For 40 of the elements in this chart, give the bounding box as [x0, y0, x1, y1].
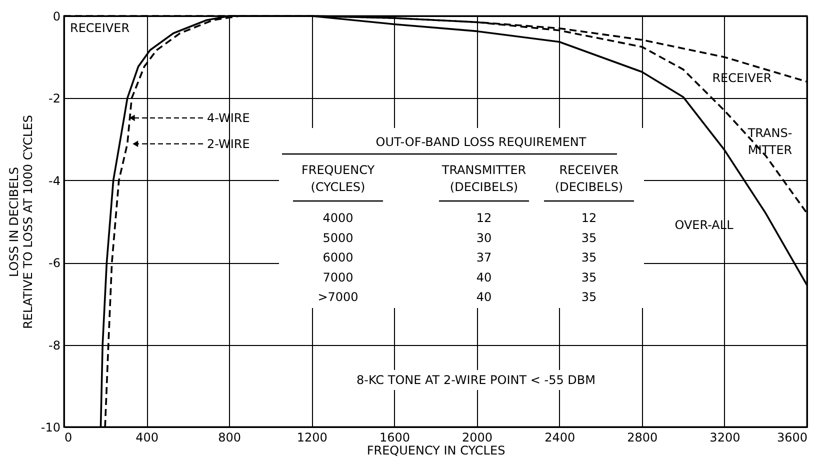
annotation: 37: [476, 250, 492, 265]
annotation: 6000: [322, 250, 354, 265]
x-tick-label: 800: [218, 430, 242, 444]
annotation: 40: [476, 270, 492, 284]
x-tick-label: 2800: [627, 430, 658, 444]
x-tick-label: 1200: [296, 430, 328, 444]
annotation: OUT-OF-BAND LOSS REQUIREMENT: [376, 135, 587, 149]
annotation: 5000: [322, 230, 354, 245]
x-tick-label: 400: [136, 430, 159, 444]
y-tick-label: -10: [40, 420, 60, 434]
y-tick-label: -8: [48, 338, 60, 352]
y-tick-label: -2: [48, 92, 60, 106]
annotation: 12: [581, 211, 597, 225]
annotation: 4000: [322, 211, 354, 225]
x-axis-title: FREQUENCY IN CYCLES: [366, 444, 506, 458]
annotation: TRANSMITTER (DECIBELS): [440, 163, 526, 194]
annotation: 30: [476, 230, 492, 245]
series-label: TRANS-MITTER: [746, 126, 792, 157]
annotation: FREQUENCY (CYCLES): [301, 163, 376, 194]
x-tick-label: 3600: [776, 430, 808, 444]
y-tick-label: -6: [48, 256, 60, 270]
annotation: 35: [581, 270, 597, 284]
annotation: 12: [476, 211, 492, 225]
x-tick-label: 2400: [544, 430, 576, 444]
y-axis-title: LOSS IN DECIBELS RELATIVE TO LOSS AT 1000 CYCLES: [6, 115, 35, 329]
annotation: 35: [581, 230, 597, 245]
annotation: RECEIVER (DECIBELS): [554, 163, 624, 194]
annotation: 35: [581, 250, 597, 265]
annotation: 35: [581, 290, 597, 304]
annotation: 40: [476, 290, 492, 304]
x-tick-label: 1600: [379, 430, 410, 444]
x-tick-label: 2000: [462, 430, 493, 444]
x-tick-label: 3200: [710, 430, 740, 444]
y-tick-label: 0: [52, 10, 60, 24]
annotation: 8-KC TONE AT 2-WIRE POINT < -55 DBM: [356, 373, 596, 387]
annotation: 7000: [322, 270, 354, 284]
x-tick-label: 0: [64, 430, 72, 444]
annotation: >7000: [318, 290, 358, 304]
annotation: RECEIVER: [70, 21, 130, 35]
y-tick-label: -4: [48, 174, 60, 188]
